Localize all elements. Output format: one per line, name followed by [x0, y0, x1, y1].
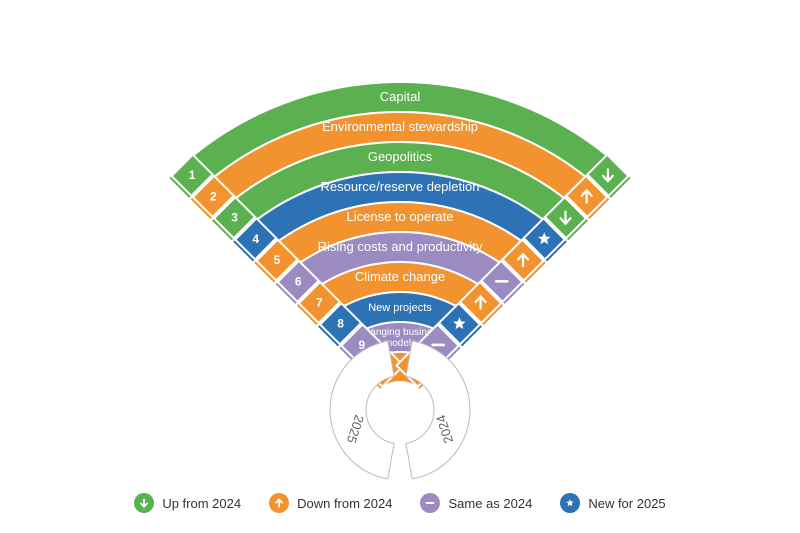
- arrow-down-icon: [276, 499, 282, 506]
- rank-number: 8: [337, 317, 344, 331]
- legend-item-same: Same as 2024: [420, 493, 532, 513]
- legend: Up from 2024 Down from 2024 Same as 2024 Ne…: [0, 493, 800, 513]
- arc-label: License to operate: [347, 209, 454, 224]
- rank-number: 4: [252, 232, 259, 246]
- arc-label: Climate change: [355, 269, 445, 284]
- rank-number: 1: [189, 168, 196, 182]
- legend-label: Down from 2024: [297, 496, 392, 511]
- rank-number: 2: [210, 189, 217, 203]
- minus-icon: [420, 493, 440, 513]
- arrow-down-icon: [269, 493, 289, 513]
- arc-label: Resource/reserve depletion: [321, 179, 480, 194]
- legend-item-new: New for 2025: [560, 493, 665, 513]
- rank-number: 5: [274, 253, 281, 267]
- arc-label: Capital: [380, 89, 421, 104]
- legend-item-up: Up from 2024: [134, 493, 241, 513]
- year-ring: [406, 341, 470, 479]
- legend-label: New for 2025: [588, 496, 665, 511]
- rank-number: 3: [231, 211, 238, 225]
- arc-label: Geopolitics: [368, 149, 433, 164]
- legend-label: Same as 2024: [448, 496, 532, 511]
- arc-label: Environmental stewardship: [322, 119, 478, 134]
- arrow-up-icon: [141, 499, 147, 506]
- legend-label: Up from 2024: [162, 496, 241, 511]
- arrow-up-icon: [134, 493, 154, 513]
- star-icon: [560, 493, 580, 513]
- rank-number: 6: [295, 274, 302, 288]
- star-icon: [566, 499, 574, 506]
- arc-label: New projects: [368, 302, 432, 314]
- rank-number: 7: [316, 296, 323, 310]
- arc-label: Rising costs and productivity: [318, 239, 483, 254]
- fan-chart: Capital Environmental stewardship Geopolit…: [0, 0, 800, 533]
- year-ring: [330, 341, 394, 479]
- legend-item-down: Down from 2024: [269, 493, 392, 513]
